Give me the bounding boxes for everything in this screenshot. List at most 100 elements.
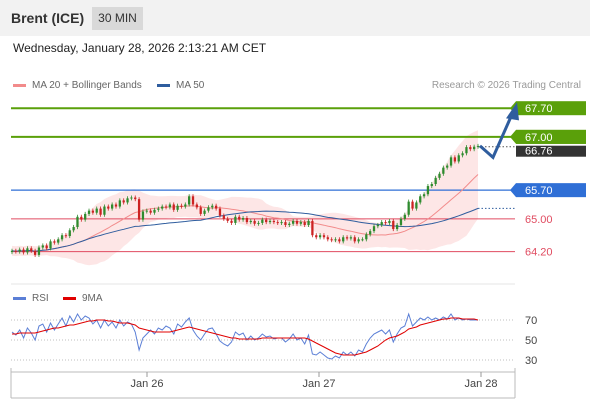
- candle-body: [361, 239, 364, 241]
- candle-body: [64, 235, 68, 237]
- header-bar: Brent (ICE) 30 MIN: [0, 0, 590, 36]
- candle-body: [268, 220, 272, 223]
- candle-body: [57, 239, 60, 243]
- candle-body: [30, 248, 33, 251]
- chart-datetime: Wednesday, January 28, 2026 2:13:21 AM C…: [13, 41, 267, 55]
- legend-ma20-swatch: [13, 83, 26, 87]
- candle-body: [238, 216, 241, 220]
- candle-body: [18, 249, 21, 252]
- candle-body: [149, 210, 152, 213]
- candle-body: [211, 205, 214, 208]
- candle-body: [172, 204, 175, 210]
- candle-body: [110, 204, 114, 209]
- candle-body: [157, 208, 160, 210]
- candle-body: [10, 250, 14, 253]
- candle-body: [53, 241, 56, 243]
- candle-body: [453, 157, 457, 162]
- candle-body: [195, 204, 199, 208]
- candle-body: [318, 235, 322, 238]
- level-tag-65.70: [516, 183, 586, 198]
- level-tag-top-67.00: [516, 129, 586, 144]
- candle-body: [22, 249, 25, 253]
- candle-body: [141, 211, 145, 220]
- candle-body: [395, 224, 399, 230]
- candle-body: [222, 215, 225, 219]
- candle-body: [407, 201, 410, 215]
- candle-body: [349, 237, 353, 239]
- candle-body: [87, 210, 91, 214]
- candle-body: [415, 202, 418, 209]
- candle-body: [214, 205, 218, 209]
- candle-body: [422, 194, 426, 197]
- candle-body: [218, 208, 222, 216]
- legend-rsi-label: RSI: [32, 293, 49, 304]
- candle-body: [461, 153, 464, 156]
- candle-body: [276, 222, 279, 224]
- candle-body: [392, 220, 395, 230]
- candle-body: [303, 222, 306, 225]
- level-label-65.00: 65.00: [525, 214, 553, 226]
- candle-body: [180, 205, 183, 207]
- ma20-line: [11, 174, 479, 252]
- candle-body: [84, 213, 87, 220]
- instrument-title: Brent (ICE): [11, 10, 85, 26]
- candle-body: [207, 207, 210, 211]
- candle-body: [253, 220, 256, 224]
- candle-body: [299, 222, 302, 224]
- legend-ma50-swatch: [157, 83, 170, 87]
- candle-body: [37, 247, 41, 255]
- candle-body: [380, 222, 383, 225]
- legend-ma50: MA 50: [157, 80, 204, 91]
- candle-body: [126, 198, 129, 203]
- legend-ma50-label: MA 50: [176, 80, 205, 91]
- research-credit: Research © 2026 Trading Central: [431, 80, 581, 91]
- candle-body: [230, 220, 233, 223]
- candle-body: [41, 245, 44, 248]
- candle-body: [176, 205, 179, 210]
- candle-body: [145, 210, 148, 212]
- bollinger-band: [12, 130, 478, 266]
- candle-body: [99, 208, 102, 215]
- candle-body: [95, 208, 98, 213]
- forecast-arrow-head: [506, 102, 519, 121]
- candle-body: [249, 220, 252, 223]
- candle-body: [473, 146, 476, 150]
- candle-body: [342, 237, 345, 242]
- legend-ma20-bollinger: MA 20 + Bollinger Bands: [13, 80, 142, 91]
- candle-body: [168, 204, 172, 208]
- candle-body: [334, 239, 337, 241]
- candle-body: [76, 216, 79, 228]
- candle-body: [438, 173, 441, 178]
- candle-body: [107, 206, 110, 209]
- legend-rsi: RSI: [13, 293, 49, 304]
- candle-body: [426, 186, 430, 195]
- legend-ma20-label: MA 20 + Bollinger Bands: [32, 80, 142, 91]
- candle-body: [345, 237, 349, 239]
- candle-body: [446, 165, 449, 168]
- candle-body: [257, 222, 260, 224]
- candle-body: [33, 250, 37, 255]
- candle-body: [307, 220, 310, 225]
- candle-body: [284, 222, 287, 225]
- candle-body: [338, 239, 341, 242]
- candle-body: [469, 147, 472, 150]
- candle-body: [384, 222, 387, 224]
- candle-body: [245, 218, 249, 223]
- candle-body: [399, 218, 403, 225]
- ma50-line: [11, 207, 479, 252]
- candle-body: [130, 197, 133, 199]
- candle-body: [476, 145, 480, 147]
- candle-body: [226, 218, 229, 221]
- candle-body: [203, 210, 206, 214]
- timeframe-button[interactable]: 30 MIN: [92, 7, 143, 30]
- candle-body: [188, 196, 191, 205]
- legend-9ma: 9MA: [63, 293, 103, 304]
- candle-body: [72, 227, 75, 231]
- candle-body: [234, 216, 237, 223]
- rsi-tick-50: 50: [525, 335, 537, 347]
- candle-body: [372, 226, 376, 232]
- candle-body: [80, 216, 83, 220]
- candle-body: [241, 218, 245, 220]
- candle-body: [295, 220, 299, 224]
